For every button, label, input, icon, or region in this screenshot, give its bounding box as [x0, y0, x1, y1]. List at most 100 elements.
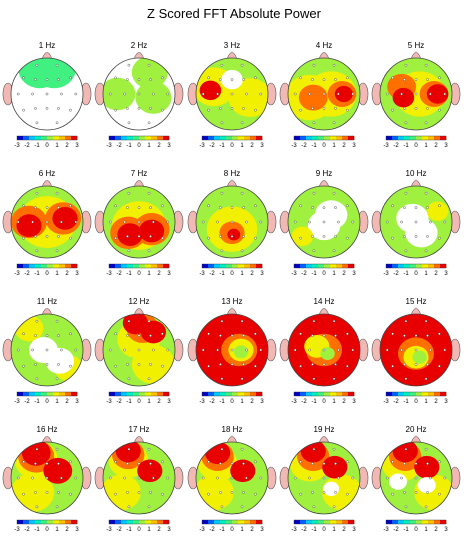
electrode-dot: [254, 460, 257, 464]
topomap-label: 2 Hz: [131, 41, 147, 50]
colorbar-tick-label: -2: [116, 143, 122, 149]
electrode-dot: [127, 191, 131, 195]
colorbar-segment: [127, 520, 134, 524]
electrode-dot: [55, 447, 59, 451]
colorbar-segment: [348, 392, 355, 396]
colorbar: -3 -2 -1 0 1 2 3: [14, 135, 79, 149]
electrode-dot: [57, 107, 60, 110]
head-outline: [10, 313, 84, 387]
electrode-dot: [114, 204, 117, 208]
colorbar-tick-label: 3: [260, 399, 264, 405]
electrode-dot: [385, 92, 389, 96]
colorbar-segment: [306, 264, 313, 268]
electrode-dot: [426, 206, 429, 209]
topomap-13: 13 Hz -3 -2 -1 0 1 2 3: [187, 297, 277, 405]
colorbar: -3 -2 -1 0 1 2 3: [291, 519, 356, 533]
colorbar-segment: [23, 520, 30, 524]
colorbar-tick-label: -2: [393, 399, 399, 405]
electrode-dot: [424, 319, 428, 323]
colorbar-segment: [109, 392, 116, 396]
topomap-label: 18 Hz: [222, 425, 243, 434]
electrode-dot: [216, 220, 219, 224]
head-outline: [195, 185, 269, 259]
electrode-dot: [55, 63, 59, 67]
electrode-dot: [166, 92, 170, 96]
colorbar: -3 -2 -1 0 1 2 3: [14, 519, 79, 533]
colorbar-tick-label: -1: [34, 399, 40, 405]
electrode-dot: [332, 191, 336, 195]
colorbar-segment: [440, 520, 447, 524]
power-region: [405, 218, 438, 248]
electrode-dot: [219, 107, 222, 110]
electrode-dot: [201, 476, 205, 480]
electrode-dot: [404, 63, 408, 67]
power-region: [117, 223, 143, 246]
colorbar-segment: [416, 392, 423, 396]
electrode-dot: [35, 505, 39, 509]
electrode-dot: [108, 476, 112, 480]
colorbar-tick-label: 2: [157, 143, 161, 149]
electrode-dot: [152, 348, 155, 352]
head-outline: [195, 441, 269, 515]
electrode-dot: [332, 505, 336, 509]
colorbar-segment: [139, 136, 146, 140]
electrode-dot: [137, 107, 141, 110]
electrode-dot: [220, 191, 224, 195]
electrode-dot: [207, 460, 210, 464]
electrode-dot: [69, 236, 72, 240]
electrode-dot: [127, 447, 131, 451]
electrode-dot: [207, 364, 210, 368]
colorbar-segment: [202, 392, 209, 396]
colorbar-tick-label: 3: [75, 527, 79, 533]
colorbar: -3 -2 -1 0 1 2 3: [199, 391, 264, 405]
colorbar-tick-label: 1: [147, 143, 151, 149]
electrode-dot: [391, 108, 394, 112]
electrode-dot: [207, 76, 210, 80]
colorbar-tick-label: 0: [45, 527, 49, 533]
electrode-dot: [22, 460, 25, 464]
power-region: [227, 228, 241, 241]
colorbar-segment: [208, 136, 215, 140]
electrode-dot: [45, 78, 49, 81]
colorbar-tick-label: -3: [383, 399, 389, 405]
electrode-dot: [127, 249, 131, 253]
electrode-dot: [245, 476, 248, 480]
electrode-dot: [149, 363, 152, 366]
electrode-dot: [308, 476, 311, 480]
electrode-dot: [35, 377, 39, 381]
colorbar-tick-label: 2: [342, 527, 346, 533]
power-region: [14, 315, 44, 342]
colorbar-segment: [312, 392, 319, 396]
colorbar-segment: [121, 392, 128, 396]
electrode-dot: [424, 63, 428, 67]
electrode-dot: [220, 319, 224, 323]
colorbar-frame: [201, 391, 263, 397]
colorbar-segment: [324, 264, 331, 268]
colorbar: -3 -2 -1 0 1 2 3: [106, 391, 171, 405]
head-outline: [102, 57, 176, 131]
colorbar-segment: [342, 264, 349, 268]
colorbar: -3 -2 -1 0 1 2 3: [291, 263, 356, 277]
electrode-dot: [299, 460, 302, 464]
colorbar-segment: [342, 136, 349, 140]
electrode-dot: [429, 348, 432, 352]
colorbar-segment: [214, 392, 221, 396]
colorbar-segment: [238, 264, 245, 268]
electrode-dot: [16, 220, 20, 224]
colorbar-segment: [139, 264, 146, 268]
topomap-field: [103, 442, 175, 514]
colorbar-segment: [244, 520, 251, 524]
colorbar-segment: [133, 520, 140, 524]
electrode-dot: [230, 235, 234, 238]
electrode-dot: [216, 476, 219, 480]
colorbar-tick-label: 3: [167, 271, 171, 277]
colorbar-tick-label: -2: [24, 143, 30, 149]
figure-title: Z Scored FFT Absolute Power: [147, 6, 321, 21]
electrode-dot: [220, 63, 224, 67]
electrode-dot: [152, 476, 155, 480]
electrode-dot: [414, 476, 418, 480]
electrode-dot: [322, 462, 326, 465]
electrode-dot: [161, 492, 164, 496]
electrode-dot: [299, 332, 302, 336]
colorbar-tick-label: -1: [311, 527, 317, 533]
